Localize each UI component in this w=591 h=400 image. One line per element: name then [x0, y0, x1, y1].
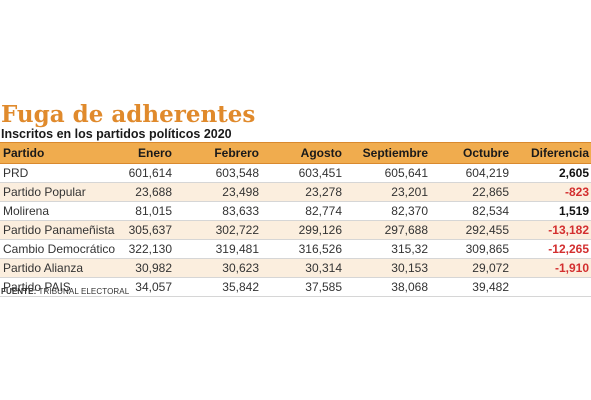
column-header-febrero: Febrero	[174, 142, 261, 164]
source-note: FUENTE: TRIBUNAL ELECTORAL	[1, 287, 129, 297]
party-name-cell: Partido Popular	[0, 182, 119, 202]
table-body: PRD 601,614 603,548 603,451 605,641 604,219 2,…	[0, 163, 591, 297]
value-cell: 81,015	[119, 201, 174, 221]
table-row: Partido PAIS 34,057 35,842 37,585 38,068 39,4…	[0, 277, 591, 297]
column-header-partido: Partido	[0, 142, 119, 164]
value-cell: 309,865	[430, 239, 511, 259]
value-cell: 23,201	[344, 182, 430, 202]
table-row: Partido Popular 23,688 23,498 23,278 23,201 2…	[0, 182, 591, 202]
value-cell: 23,278	[261, 182, 344, 202]
difference-cell: -13,182	[511, 220, 591, 240]
value-cell: 38,068	[344, 277, 430, 297]
value-cell: 82,774	[261, 201, 344, 221]
value-cell: 34,057	[119, 277, 174, 297]
table-header-row: Partido Enero Febrero Agosto Septiembre Octub…	[0, 142, 591, 164]
value-cell: 322,130	[119, 239, 174, 259]
party-members-table: Partido Enero Febrero Agosto Septiembre Octub…	[0, 142, 591, 297]
table-row: Cambio Democrático 322,130 319,481 316,526 3…	[0, 239, 591, 259]
value-cell: 29,072	[430, 258, 511, 278]
difference-cell: 1,519	[511, 201, 591, 221]
party-name-cell: PRD	[0, 163, 119, 183]
value-cell: 39,482	[430, 277, 511, 297]
source-label: FUENTE:	[1, 287, 37, 296]
difference-cell: 2,605	[511, 163, 591, 183]
table-row: Molirena 81,015 83,633 82,774 82,370 82,534 1,…	[0, 201, 591, 221]
value-cell: 601,614	[119, 163, 174, 183]
value-cell: 35,842	[174, 277, 261, 297]
value-cell: 603,548	[174, 163, 261, 183]
value-cell: 292,455	[430, 220, 511, 240]
source-text: TRIBUNAL ELECTORAL	[36, 287, 130, 296]
value-cell: 83,633	[174, 201, 261, 221]
difference-cell: -823	[511, 182, 591, 202]
party-name-cell: Molirena	[0, 201, 119, 221]
party-name-cell: Partido Panameñista	[0, 220, 119, 240]
value-cell: 316,526	[261, 239, 344, 259]
difference-cell	[511, 277, 591, 297]
difference-cell: -12,265	[511, 239, 591, 259]
value-cell: 22,865	[430, 182, 511, 202]
value-cell: 319,481	[174, 239, 261, 259]
value-cell: 23,688	[119, 182, 174, 202]
value-cell: 302,722	[174, 220, 261, 240]
value-cell: 603,451	[261, 163, 344, 183]
value-cell: 299,126	[261, 220, 344, 240]
party-name-cell: Partido Alianza	[0, 258, 119, 278]
infographic-subtitle: Inscritos en los partidos políticos 2020	[1, 127, 232, 141]
value-cell: 315,32	[344, 239, 430, 259]
value-cell: 82,370	[344, 201, 430, 221]
value-cell: 37,585	[261, 277, 344, 297]
table-row: Partido Panameñista 305,637 302,722 299,126…	[0, 220, 591, 240]
value-cell: 30,153	[344, 258, 430, 278]
column-header-octubre: Octubre	[430, 142, 511, 164]
column-header-diferencia: Diferencia	[511, 142, 591, 164]
table-row: Partido Alianza 30,982 30,623 30,314 30,153 2…	[0, 258, 591, 278]
value-cell: 23,498	[174, 182, 261, 202]
value-cell: 30,982	[119, 258, 174, 278]
value-cell: 305,637	[119, 220, 174, 240]
value-cell: 297,688	[344, 220, 430, 240]
party-name-cell: Partido PAIS	[0, 277, 119, 297]
column-header-enero: Enero	[119, 142, 174, 164]
party-name-cell: Cambio Democrático	[0, 239, 119, 259]
value-cell: 604,219	[430, 163, 511, 183]
value-cell: 30,314	[261, 258, 344, 278]
value-cell: 30,623	[174, 258, 261, 278]
column-header-agosto: Agosto	[261, 142, 344, 164]
value-cell: 82,534	[430, 201, 511, 221]
table-row: PRD 601,614 603,548 603,451 605,641 604,219 2,…	[0, 163, 591, 183]
infographic-title: Fuga de adherentes	[1, 101, 256, 128]
value-cell: 605,641	[344, 163, 430, 183]
column-header-septiembre: Septiembre	[344, 142, 430, 164]
difference-cell: -1,910	[511, 258, 591, 278]
